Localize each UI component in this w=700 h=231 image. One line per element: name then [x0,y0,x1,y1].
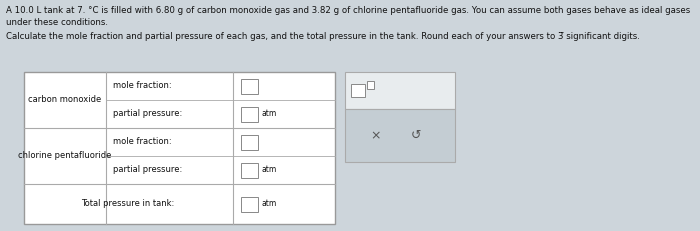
Text: atm: atm [261,109,277,119]
Bar [367,81,374,89]
Text: mole fraction:: mole fraction: [113,137,172,146]
Text: A 10.0 L tank at 7. °C is filled with 6.80 g of carbon monoxide gas and 3.82 g o: A 10.0 L tank at 7. °C is filled with 6.… [6,6,691,15]
Text: Total pressure in tank:: Total pressure in tank: [81,200,175,209]
Text: under these conditions.: under these conditions. [6,18,108,27]
Bar [24,72,335,224]
Text: partial pressure:: partial pressure: [113,165,182,174]
Text: carbon monoxide: carbon monoxide [29,95,101,104]
Text: atm: atm [261,165,277,174]
Text: ×: × [370,129,381,142]
Bar [344,109,455,162]
Text: Calculate the mole fraction and partial pressure of each gas, and the total pres: Calculate the mole fraction and partial … [6,32,640,41]
Text: partial pressure:: partial pressure: [113,109,182,119]
Text: atm: atm [261,200,277,209]
Bar [241,134,258,149]
Bar [241,197,258,212]
Bar [241,162,258,177]
Bar [241,79,258,94]
Bar [351,84,365,97]
Text: ↺: ↺ [411,129,421,142]
Bar [344,72,455,109]
Text: mole fraction:: mole fraction: [113,82,172,91]
Text: chlorine pentafluoride: chlorine pentafluoride [18,152,112,161]
Bar [241,106,258,122]
